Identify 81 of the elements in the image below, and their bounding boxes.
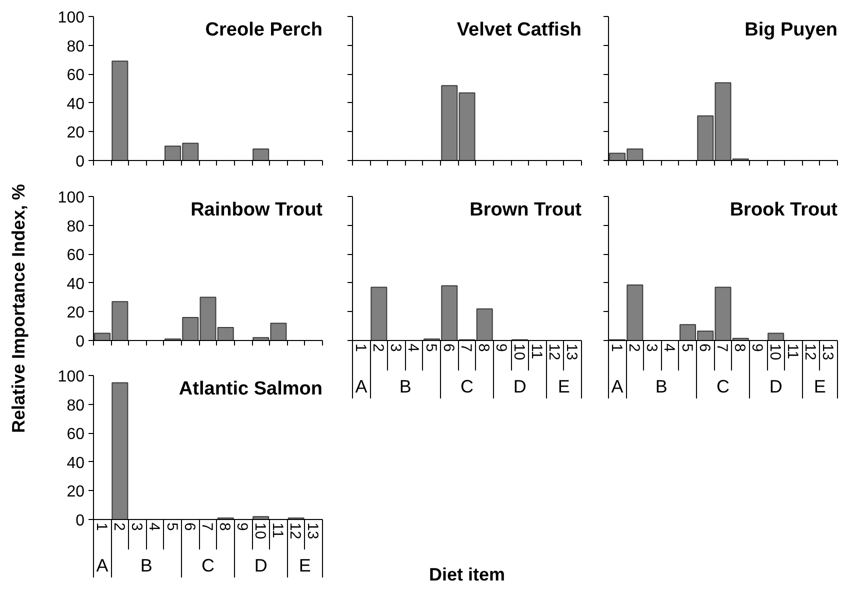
x-tick-label: 10 [766, 344, 784, 360]
y-tick-label: 80 [66, 38, 85, 56]
x-tick-label: 8 [475, 344, 492, 352]
text: E [298, 556, 311, 576]
text: A [355, 376, 368, 396]
x-tick-label: 9 [748, 344, 766, 352]
x-tick-label: 11 [528, 344, 545, 360]
x-tick-label: 7 [458, 344, 474, 352]
text: A [611, 376, 624, 396]
x-tick-label: 3 [387, 344, 404, 352]
text: B [140, 556, 152, 576]
x-tick-label: 2 [369, 344, 386, 352]
x-tick-label: 1 [608, 344, 625, 352]
x-tick-label: 4 [660, 344, 678, 352]
y-tick-label: 100 [58, 368, 85, 386]
y-tick-label: 100 [58, 190, 85, 206]
x-tick-label: 11 [784, 344, 801, 360]
text: E [558, 376, 570, 396]
x-tick-label: 3 [643, 344, 660, 352]
text: D [254, 556, 268, 576]
x-tick-label: 2 [110, 522, 128, 531]
chart-title: Big Puyen [744, 20, 838, 40]
text: C [460, 376, 474, 396]
text: C [202, 556, 214, 576]
y-tick-label: 20 [66, 124, 85, 142]
x-tick-label: 13 [819, 344, 836, 360]
x-tick-label: 8 [216, 522, 234, 531]
text: C [716, 376, 730, 396]
chart-title: Brook Trout [730, 200, 838, 220]
y-tick-label: 100 [58, 10, 85, 26]
x-tick-label: 12 [546, 344, 563, 360]
x-tick-label: 6 [440, 344, 457, 352]
text: E [814, 376, 826, 396]
x-tick-label: 1 [92, 522, 110, 531]
x-tick-label: 12 [286, 522, 304, 540]
x-tick-label: 9 [492, 344, 510, 352]
x-tick-label: 5 [678, 344, 696, 352]
x-tick-label: 9 [234, 522, 251, 531]
text: B [655, 376, 668, 396]
chart-title: Atlantic Salmon [178, 378, 322, 400]
text: D [769, 376, 782, 396]
x-tick-label: 10 [510, 344, 528, 360]
x-tick-label: 1 [352, 344, 369, 352]
y-tick-label: 80 [66, 218, 85, 236]
x-tick-label: 10 [251, 522, 268, 540]
y-tick-label: 20 [66, 304, 85, 322]
y-tick-label: 40 [66, 276, 85, 293]
x-tick-label: 5 [163, 522, 180, 531]
y-tick-label: 0 [76, 334, 85, 350]
chart-title: Brown Trout [470, 200, 582, 220]
x-tick-label: 6 [180, 522, 198, 531]
text: B [399, 376, 412, 396]
x-tick-label: 4 [146, 522, 163, 531]
text: A [96, 556, 108, 576]
y-tick-label: 0 [76, 154, 85, 170]
x-tick-label: 6 [696, 344, 713, 352]
y-tick-label: 20 [66, 484, 85, 501]
x-tick-label: 7 [198, 522, 216, 531]
chart-title: Creole Perch [205, 20, 323, 40]
y-tick-label: 80 [66, 397, 85, 414]
x-tick-label: 13 [563, 344, 580, 360]
x-tick-label: 11 [268, 522, 286, 538]
y-tick-label: 60 [66, 67, 85, 84]
x-tick-label: 4 [404, 344, 422, 352]
x-tick-label: 5 [422, 344, 440, 352]
y-tick-label: 40 [66, 454, 85, 472]
y-axis-title: Relative Importance Index, % [8, 184, 28, 434]
y-tick-label: 0 [76, 512, 85, 530]
chart-title: Rainbow Trout [190, 200, 324, 220]
chart-title: Velvet Catfish [456, 20, 582, 40]
x-tick-label: 12 [802, 344, 819, 360]
x-tick-label: 2 [625, 344, 642, 352]
text: D [513, 376, 526, 396]
x-tick-label: 8 [731, 344, 748, 352]
x-tick-label: 7 [714, 344, 730, 352]
y-tick-label: 60 [66, 426, 85, 444]
x-axis-title: Diet item [428, 564, 506, 584]
x-tick-label: 13 [304, 522, 322, 540]
x-tick-label: 3 [128, 522, 146, 531]
y-tick-label: 40 [66, 96, 85, 113]
y-tick-label: 60 [66, 247, 85, 264]
